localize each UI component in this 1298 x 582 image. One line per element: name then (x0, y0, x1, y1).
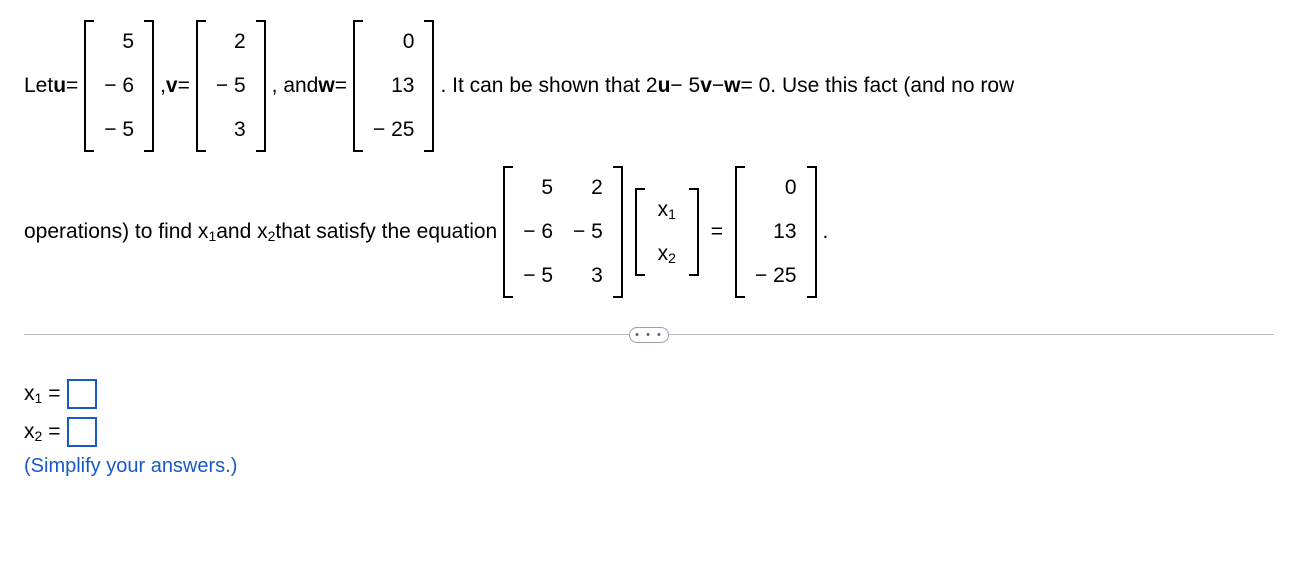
var-w: w (318, 74, 334, 98)
simplify-hint: (Simplify your answers.) (24, 455, 1274, 478)
rhs-2: − 25 (745, 254, 806, 298)
A-11: − 5 (563, 210, 613, 254)
vector-w: 0 13 − 25 (351, 20, 436, 152)
matrix-A: 5 − 6 − 5 2 − 5 3 (501, 166, 625, 298)
w-0: 0 (363, 20, 424, 64)
var-u2: u (658, 74, 671, 98)
x1-eq: = (48, 382, 60, 406)
text-let: Let (24, 74, 53, 98)
expand-pill[interactable]: • • • (629, 327, 669, 343)
problem-line-1: Let u = 5 − 6 − 5 , v = 2 − 5 3 , and w … (24, 20, 1274, 152)
and-w: , and (272, 74, 319, 98)
answer-x2-row: x 2 = (24, 417, 1274, 447)
x1-var: x (24, 382, 35, 406)
x1-sub: 1 (35, 390, 43, 406)
u-1: − 6 (94, 64, 144, 108)
var-w2: w (724, 74, 740, 98)
period: . (823, 220, 829, 244)
var-u: u (53, 74, 66, 98)
answer-area: x 1 = x 2 = (Simplify your answers.) (24, 379, 1274, 478)
x2-var: x (24, 420, 35, 444)
x1-input[interactable] (67, 379, 97, 409)
eq-sign: = (711, 220, 723, 244)
sent1-b: − 5 (670, 74, 700, 98)
u-2: − 5 (94, 108, 144, 152)
x2-input[interactable] (67, 417, 97, 447)
vector-x: x1 x2 (633, 188, 701, 276)
rhs-1: 13 (745, 210, 806, 254)
sent2-a: operations) to find x (24, 220, 208, 244)
A-21: 3 (563, 254, 613, 298)
sent2-c: that satisfy the equation (275, 220, 497, 244)
A-01: 2 (563, 166, 613, 210)
eq-v: = (178, 74, 190, 98)
vector-u: 5 − 6 − 5 (82, 20, 156, 152)
x2-eq: = (48, 420, 60, 444)
sent1-d: = 0. Use this fact (and no row (741, 74, 1015, 98)
problem-line-2: operations) to find x 1 and x 2 that sat… (24, 166, 1274, 298)
var-v2: v (700, 74, 712, 98)
w-2: − 25 (363, 108, 424, 152)
x2-sub: 2 (35, 428, 43, 444)
v-2: 3 (206, 108, 256, 152)
separator: • • • (24, 334, 1274, 335)
u-0: 5 (94, 20, 144, 64)
sub-1a: 1 (208, 228, 216, 244)
A-20: − 5 (513, 254, 563, 298)
eq-u: = (66, 74, 78, 98)
w-1: 13 (363, 64, 424, 108)
v-1: − 5 (206, 64, 256, 108)
rhs-0: 0 (745, 166, 806, 210)
vector-rhs: 0 13 − 25 (733, 166, 818, 298)
x1-cell: x1 (645, 188, 689, 232)
sub-2a: 2 (268, 228, 276, 244)
v-0: 2 (206, 20, 256, 64)
vector-v: 2 − 5 3 (194, 20, 268, 152)
x2-cell: x2 (645, 232, 689, 276)
sent2-b: and x (216, 220, 267, 244)
sent1-a: . It can be shown that 2 (440, 74, 657, 98)
var-v: v (166, 74, 178, 98)
answer-x1-row: x 1 = (24, 379, 1274, 409)
sent1-c: − (712, 74, 724, 98)
eq-w: = (335, 74, 347, 98)
A-10: − 6 (513, 210, 563, 254)
A-00: 5 (513, 166, 563, 210)
